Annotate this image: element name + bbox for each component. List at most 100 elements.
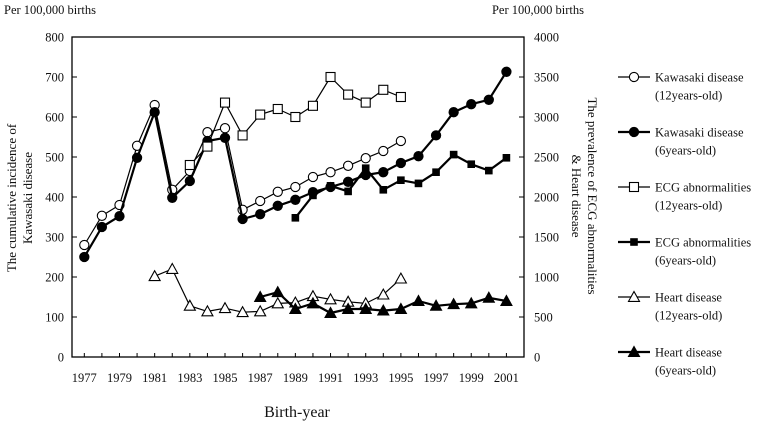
series-1 (79, 99, 407, 251)
data-point (447, 297, 461, 310)
data-point (219, 132, 231, 143)
data-point (395, 135, 407, 147)
right-axis-title: The prevalence of ECG abnormalities& Hea… (569, 97, 600, 294)
left-tick-label: 500 (45, 151, 64, 165)
x-tick-label: 1979 (107, 371, 132, 385)
data-point (429, 299, 443, 311)
x-tick-label: 1993 (353, 371, 378, 385)
right-tick-label: 1500 (534, 231, 559, 245)
data-point (379, 186, 388, 194)
legend-label: Heart disease (655, 291, 722, 305)
data-point (148, 269, 162, 282)
right-tick-label: 500 (534, 311, 553, 325)
legend-sublabel: (12years-old) (655, 89, 722, 103)
data-point (464, 296, 478, 309)
data-point (499, 294, 513, 306)
data-point (394, 271, 408, 284)
data-point (341, 302, 355, 314)
data-point (360, 97, 371, 108)
data-point (342, 176, 354, 187)
data-point (114, 211, 125, 222)
data-point (482, 291, 496, 303)
data-point (343, 89, 354, 100)
x-tick-label: 1997 (424, 371, 449, 385)
left-axis: 0 100 200 300 400 500 600 700 800 (45, 31, 77, 365)
data-point (395, 91, 406, 103)
x-tick-label: 1987 (248, 371, 273, 385)
data-point (467, 160, 476, 168)
data-point (184, 159, 195, 171)
data-point (342, 160, 354, 171)
legend-sublabel: (6years-old) (655, 254, 716, 268)
legend-sublabel: (6years-old) (655, 364, 716, 378)
left-tick-label: 0 (58, 351, 64, 365)
data-point (432, 168, 440, 176)
data-point (309, 191, 317, 200)
data-point (236, 305, 250, 318)
legend-entry: Kawasaki disease (6years-old) (618, 126, 744, 158)
left-axis-title: The cumulative incidence ofKawasaki dise… (4, 123, 35, 272)
data-point (397, 176, 405, 184)
data-point (501, 66, 512, 77)
data-point (414, 179, 423, 188)
x-axis: 1977 1979 1981 1983 1985 1987 1989 1991 1993 1995… (72, 353, 519, 385)
left-tick-label: 100 (45, 311, 64, 325)
right-tick-label: 3500 (534, 71, 559, 85)
data-point (167, 192, 178, 203)
data-point (291, 214, 300, 222)
data-point (324, 292, 337, 305)
data-point (485, 166, 493, 175)
data-point (325, 71, 336, 83)
data-point (290, 194, 301, 205)
data-point (96, 221, 108, 233)
legend-entry: Heart disease (12years-old) (618, 290, 722, 323)
right-axis: 0 500 1000 1500 2000 2500 3000 3500 4000 (519, 31, 559, 365)
data-point (376, 303, 390, 316)
data-point (255, 209, 266, 220)
right-tick-label: 2000 (534, 191, 559, 205)
data-point (430, 130, 442, 141)
data-point (96, 210, 108, 221)
data-point (359, 302, 373, 314)
left-tick-label: 800 (45, 31, 64, 45)
left-tick-label: 200 (45, 271, 64, 285)
x-tick-label: 1977 (72, 371, 97, 385)
data-point (79, 239, 90, 251)
x-tick-label: 1995 (388, 371, 413, 385)
right-tick-label: 2500 (534, 151, 559, 165)
data-point (324, 306, 337, 318)
data-point (149, 107, 160, 118)
legend-label: ECG abnormalities (655, 181, 751, 195)
data-point (237, 130, 248, 141)
data-point (394, 302, 408, 314)
x-tick-label: 1983 (177, 371, 202, 385)
data-point (307, 100, 318, 111)
data-point (253, 304, 267, 317)
data-point (307, 171, 319, 183)
right-unit-label: Per 100,000 births (492, 3, 584, 17)
data-point (219, 123, 231, 134)
data-point (219, 97, 231, 108)
left-tick-label: 300 (45, 231, 64, 245)
data-point (360, 153, 371, 164)
right-tick-label: 3000 (534, 111, 559, 125)
data-point (325, 167, 336, 178)
data-point (271, 296, 285, 309)
data-point (202, 127, 213, 138)
legend: Kawasaki disease (12years-old) Kawasaki di… (618, 71, 751, 378)
x-axis-title: Birth-year (264, 404, 330, 421)
right-tick-label: 0 (534, 351, 540, 365)
x-tick-label: 1981 (142, 371, 167, 385)
legend-label: ECG abnormalities (655, 236, 751, 250)
data-point (326, 182, 335, 190)
data-point (255, 109, 266, 120)
data-point (255, 195, 266, 207)
data-point (272, 186, 283, 197)
data-point (378, 145, 389, 157)
legend-sublabel: (12years-old) (655, 309, 722, 323)
legend-marker (627, 290, 641, 302)
legend-marker (628, 71, 640, 83)
x-tick-label: 2001 (494, 371, 519, 385)
legend-label: Kawasaki disease (655, 71, 744, 85)
